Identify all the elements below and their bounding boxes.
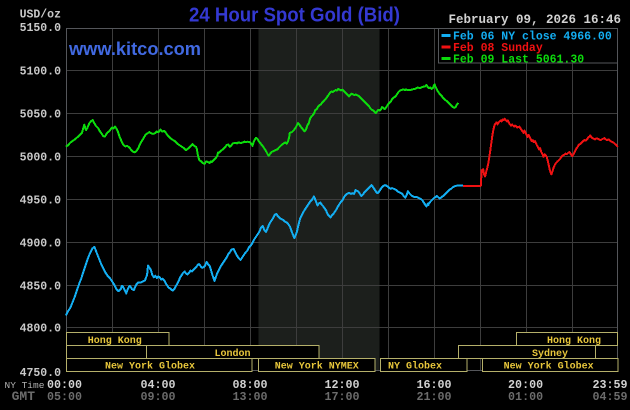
- svg-text:February 09, 2026 16:46: February 09, 2026 16:46: [448, 13, 621, 27]
- svg-text:05:00: 05:00: [47, 390, 82, 404]
- svg-text:21:00: 21:00: [416, 390, 451, 404]
- svg-text:4800.0: 4800.0: [20, 323, 62, 336]
- svg-text:08:00: 08:00: [232, 378, 267, 392]
- svg-text:NY Time: NY Time: [5, 380, 45, 391]
- svg-text:GMT: GMT: [12, 389, 36, 404]
- svg-text:04:00: 04:00: [140, 378, 175, 392]
- svg-text:New York NYMEX: New York NYMEX: [275, 361, 359, 373]
- svg-text:London: London: [214, 348, 250, 360]
- svg-text:NY Globex: NY Globex: [388, 361, 442, 373]
- svg-text:Hong Kong: Hong Kong: [547, 336, 601, 347]
- svg-text:5050.0: 5050.0: [20, 109, 62, 122]
- svg-text:09:00: 09:00: [140, 390, 175, 404]
- svg-text:5150.0: 5150.0: [20, 22, 62, 35]
- svg-text:Hong Kong: Hong Kong: [88, 336, 142, 347]
- svg-text:4850.0: 4850.0: [20, 281, 62, 294]
- svg-text:16:00: 16:00: [416, 378, 451, 392]
- svg-text:4750.0: 4750.0: [20, 367, 62, 380]
- svg-text:01:00: 01:00: [508, 390, 543, 404]
- svg-text:4950.0: 4950.0: [20, 195, 62, 208]
- svg-text:Feb 09 Last 5061.30: Feb 09 Last 5061.30: [453, 54, 584, 67]
- svg-text:Feb 08 Sunday: Feb 08 Sunday: [453, 42, 543, 55]
- svg-text:24 Hour Spot Gold (Bid): 24 Hour Spot Gold (Bid): [189, 5, 400, 27]
- svg-text:20:00: 20:00: [508, 378, 543, 392]
- svg-text:New York Globex: New York Globex: [105, 361, 195, 373]
- svg-text:17:00: 17:00: [324, 390, 359, 404]
- svg-text:4900.0: 4900.0: [20, 238, 62, 251]
- svg-text:New York Globex: New York Globex: [504, 361, 594, 373]
- svg-text:00:00: 00:00: [47, 378, 82, 392]
- svg-text:23:59: 23:59: [592, 378, 627, 392]
- svg-text:USD/oz: USD/oz: [20, 9, 62, 22]
- svg-text:12:00: 12:00: [324, 378, 359, 392]
- svg-text:5000.0: 5000.0: [20, 152, 62, 165]
- svg-text:Feb 06 NY close 4966.00: Feb 06 NY close 4966.00: [453, 31, 612, 44]
- svg-text:04:59: 04:59: [592, 390, 627, 404]
- svg-text:13:00: 13:00: [232, 390, 267, 404]
- svg-text:Sydney: Sydney: [532, 348, 568, 360]
- svg-text:www.kitco.com: www.kitco.com: [68, 38, 201, 59]
- svg-text:5100.0: 5100.0: [20, 66, 62, 79]
